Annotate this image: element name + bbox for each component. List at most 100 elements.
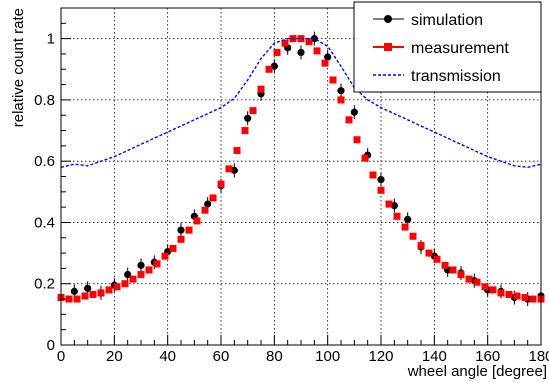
data-point [489, 286, 497, 294]
data-point [145, 266, 153, 274]
legend-label: measurement [411, 40, 509, 57]
data-point [161, 252, 169, 260]
x-tick-label: 140 [422, 348, 447, 365]
data-point [257, 85, 265, 93]
data-point [193, 217, 201, 225]
data-point [113, 283, 121, 291]
x-tick-label: 180 [528, 348, 549, 365]
data-point [249, 107, 257, 115]
data-point [390, 202, 398, 210]
x-tick-label: 40 [159, 348, 176, 365]
data-point [513, 292, 521, 300]
x-tick-label: 120 [368, 348, 393, 365]
data-point [204, 200, 212, 208]
data-point [209, 194, 217, 202]
data-point [505, 290, 513, 298]
data-point [305, 38, 313, 46]
data-point [481, 283, 489, 291]
data-point [121, 280, 129, 288]
legend-label: transmission [411, 68, 501, 85]
data-point [84, 284, 92, 292]
data-point [417, 241, 425, 249]
y-tick-label: 0 [47, 337, 55, 354]
data-point [457, 271, 465, 279]
data-point [329, 76, 337, 84]
data-point [465, 275, 473, 283]
data-point [449, 266, 457, 274]
legend: simulation measurement transmission [353, 1, 542, 93]
legend-item-simulation: simulation [373, 12, 483, 29]
data-point [244, 114, 252, 122]
data-point [369, 171, 377, 179]
data-point [473, 278, 481, 286]
x-tick-label: 160 [475, 348, 500, 365]
legend-swatch-marker [384, 43, 392, 51]
data-point [361, 154, 369, 162]
data-point [265, 65, 273, 73]
data-point [241, 127, 249, 135]
data-point [230, 166, 238, 174]
x-axis-label: wheel angle [degree] [407, 363, 547, 380]
data-point [281, 39, 289, 47]
data-point [321, 59, 329, 67]
data-point [497, 289, 505, 297]
data-point [65, 295, 73, 303]
data-point [385, 200, 393, 208]
legend-swatch-marker [384, 15, 392, 23]
data-point [353, 136, 361, 144]
data-point [529, 295, 537, 303]
legend-label: simulation [411, 12, 483, 29]
data-point [377, 175, 385, 184]
data-point [270, 62, 278, 70]
data-point [441, 261, 449, 269]
x-tick-label: 0 [57, 348, 65, 365]
data-point [297, 35, 305, 43]
data-point [324, 53, 332, 61]
data-point [425, 249, 433, 257]
data-point [89, 290, 97, 298]
data-point [137, 261, 145, 269]
data-point [177, 226, 185, 234]
y-tick-label: 0.4 [34, 214, 55, 231]
data-point [217, 180, 225, 188]
data-point [345, 116, 353, 124]
data-point [225, 165, 233, 173]
data-point [70, 287, 78, 295]
y-tick-label: 0.6 [34, 153, 55, 170]
data-point [201, 206, 209, 214]
data-point [153, 260, 161, 268]
data-point [137, 271, 145, 279]
y-tick-label: 0.2 [34, 276, 55, 293]
data-point [393, 212, 401, 220]
y-axis-label: relative count rate [10, 8, 27, 127]
x-tick-label: 100 [315, 348, 340, 365]
data-point [337, 87, 345, 95]
data-point [377, 186, 385, 194]
data-point [521, 294, 529, 302]
data-point [169, 244, 177, 252]
data-point [105, 286, 113, 294]
y-tick-label: 1 [47, 31, 55, 48]
data-point [433, 255, 441, 263]
series-layer [57, 31, 545, 307]
series-measurement [57, 35, 545, 303]
data-point [350, 108, 358, 116]
data-point [313, 47, 321, 55]
x-tick-label: 80 [266, 348, 283, 365]
data-point [233, 146, 241, 154]
data-point [97, 289, 105, 297]
data-point [129, 275, 137, 283]
legend-item-transmission: transmission [373, 68, 501, 85]
data-point [297, 48, 305, 57]
data-point [409, 232, 417, 240]
data-point [337, 96, 345, 104]
data-point [404, 215, 412, 223]
data-point [273, 48, 281, 56]
data-point [401, 223, 409, 231]
legend-item-measurement: measurement [373, 40, 509, 57]
y-tick-label: 0.8 [34, 92, 55, 109]
x-tick-label: 20 [106, 348, 123, 365]
data-point [81, 292, 89, 300]
data-point [185, 226, 193, 234]
